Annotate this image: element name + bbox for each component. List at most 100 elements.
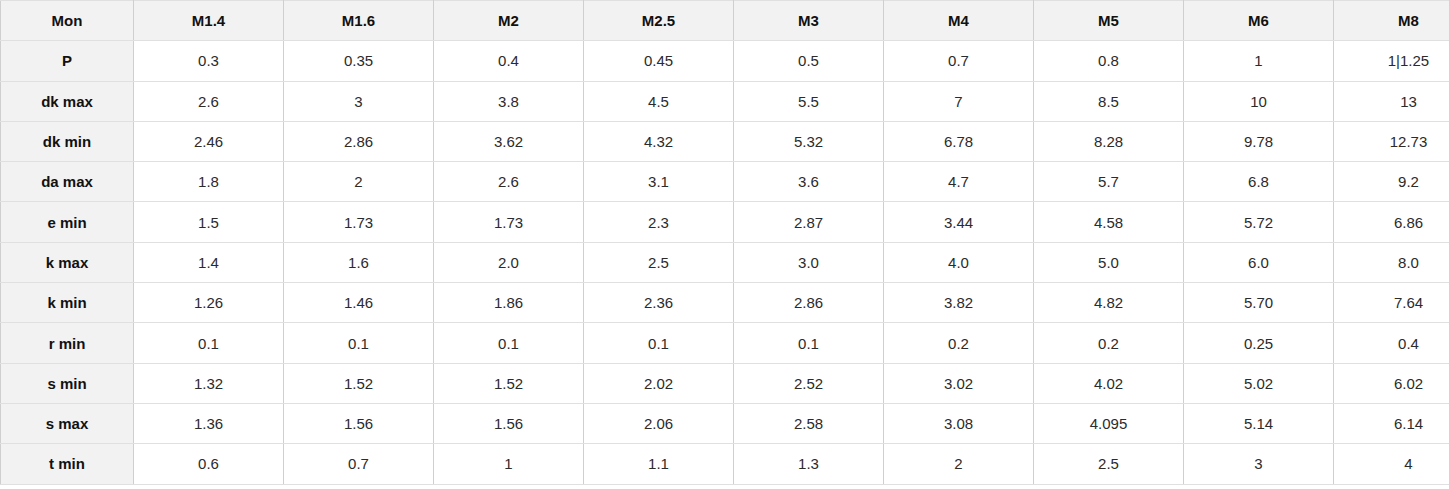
table-cell: 3.6	[734, 162, 884, 202]
table-cell: 2.06	[584, 403, 734, 443]
screw-dimensions-table: MonM1.4M1.6M2M2.5M3M4M5M6M8 P0.30.350.40…	[0, 0, 1449, 485]
table-cell: 0.1	[434, 323, 584, 363]
table-cell: 1.26	[134, 283, 284, 323]
table-cell: 0.45	[584, 41, 734, 81]
table-cell: 6.8	[1184, 162, 1334, 202]
column-header-cell: M2.5	[584, 1, 734, 41]
table-cell: 0.4	[434, 41, 584, 81]
table-cell: 0.2	[884, 323, 1034, 363]
table-cell: 4	[1334, 444, 1449, 484]
row-header-cell: dk max	[1, 81, 134, 121]
table-cell: 4.58	[1034, 202, 1184, 242]
table-cell: 4.095	[1034, 403, 1184, 443]
table-cell: 2.0	[434, 242, 584, 282]
header-row: MonM1.4M1.6M2M2.5M3M4M5M6M8	[1, 1, 1449, 41]
table-cell: 8.0	[1334, 242, 1449, 282]
table-cell: 0.8	[1034, 41, 1184, 81]
table-row: dk max2.633.84.55.578.51013	[1, 81, 1449, 121]
table-cell: 5.7	[1034, 162, 1184, 202]
table-cell: 3.82	[884, 283, 1034, 323]
row-header-cell: e min	[1, 202, 134, 242]
table-cell: 0.7	[884, 41, 1034, 81]
table-cell: 7	[884, 81, 1034, 121]
row-header-cell: k max	[1, 242, 134, 282]
table-cell: 7.64	[1334, 283, 1449, 323]
column-header-cell: M1.4	[134, 1, 284, 41]
table-cell: 1.5	[134, 202, 284, 242]
table-cell: 6.78	[884, 121, 1034, 161]
table-cell: 0.3	[134, 41, 284, 81]
table-cell: 3.44	[884, 202, 1034, 242]
table-cell: 1	[434, 444, 584, 484]
table-cell: 0.1	[134, 323, 284, 363]
table-cell: 6.14	[1334, 403, 1449, 443]
table-cell: 4.82	[1034, 283, 1184, 323]
table-cell: 2.6	[134, 81, 284, 121]
table-cell: 4.32	[584, 121, 734, 161]
table-row: r min0.10.10.10.10.10.20.20.250.4	[1, 323, 1449, 363]
table-cell: 0.4	[1334, 323, 1449, 363]
corner-header-cell: Mon	[1, 1, 134, 41]
column-header-cell: M3	[734, 1, 884, 41]
table-cell: 12.73	[1334, 121, 1449, 161]
table-cell: 1.52	[434, 363, 584, 403]
table-cell: 1|1.25	[1334, 41, 1449, 81]
table-cell: 0.2	[1034, 323, 1184, 363]
table-cell: 2.5	[1034, 444, 1184, 484]
table-cell: 3	[1184, 444, 1334, 484]
table-row: t min0.60.711.11.322.534	[1, 444, 1449, 484]
table-cell: 1.46	[284, 283, 434, 323]
table-cell: 1.4	[134, 242, 284, 282]
table-cell: 1.73	[284, 202, 434, 242]
table-cell: 13	[1334, 81, 1449, 121]
table-cell: 1.1	[584, 444, 734, 484]
table-cell: 5.72	[1184, 202, 1334, 242]
table-cell: 0.5	[734, 41, 884, 81]
table-cell: 2.36	[584, 283, 734, 323]
table-cell: 2.87	[734, 202, 884, 242]
table-cell: 4.5	[584, 81, 734, 121]
table-cell: 3.8	[434, 81, 584, 121]
table-cell: 5.14	[1184, 403, 1334, 443]
row-header-cell: dk min	[1, 121, 134, 161]
table-cell: 0.1	[734, 323, 884, 363]
column-header-cell: M4	[884, 1, 1034, 41]
table-viewport: MonM1.4M1.6M2M2.5M3M4M5M6M8 P0.30.350.40…	[0, 0, 1449, 489]
table-row: k max1.41.62.02.53.04.05.06.08.0	[1, 242, 1449, 282]
row-header-cell: P	[1, 41, 134, 81]
table-cell: 2	[884, 444, 1034, 484]
table-cell: 4.0	[884, 242, 1034, 282]
table-cell: 6.02	[1334, 363, 1449, 403]
table-cell: 1.56	[434, 403, 584, 443]
table-cell: 1.32	[134, 363, 284, 403]
table-cell: 3.0	[734, 242, 884, 282]
column-header-cell: M5	[1034, 1, 1184, 41]
table-cell: 1.52	[284, 363, 434, 403]
table-row: da max1.822.63.13.64.75.76.89.2	[1, 162, 1449, 202]
table-row: dk min2.462.863.624.325.326.788.289.7812…	[1, 121, 1449, 161]
column-header-cell: M1.6	[284, 1, 434, 41]
table-cell: 2.46	[134, 121, 284, 161]
column-header-cell: M6	[1184, 1, 1334, 41]
table-cell: 2.02	[584, 363, 734, 403]
table-cell: 5.0	[1034, 242, 1184, 282]
table-cell: 0.6	[134, 444, 284, 484]
table-cell: 2.86	[284, 121, 434, 161]
table-cell: 8.28	[1034, 121, 1184, 161]
table-cell: 5.70	[1184, 283, 1334, 323]
table-cell: 1.6	[284, 242, 434, 282]
table-cell: 0.25	[1184, 323, 1334, 363]
table-row: k min1.261.461.862.362.863.824.825.707.6…	[1, 283, 1449, 323]
table-cell: 6.0	[1184, 242, 1334, 282]
row-header-cell: da max	[1, 162, 134, 202]
table-cell: 0.7	[284, 444, 434, 484]
table-cell: 5.5	[734, 81, 884, 121]
table-cell: 1	[1184, 41, 1334, 81]
table-cell: 1.73	[434, 202, 584, 242]
table-cell: 3.08	[884, 403, 1034, 443]
table-cell: 9.78	[1184, 121, 1334, 161]
table-row: P0.30.350.40.450.50.70.811|1.25	[1, 41, 1449, 81]
table-cell: 1.86	[434, 283, 584, 323]
row-header-cell: t min	[1, 444, 134, 484]
table-cell: 2.58	[734, 403, 884, 443]
